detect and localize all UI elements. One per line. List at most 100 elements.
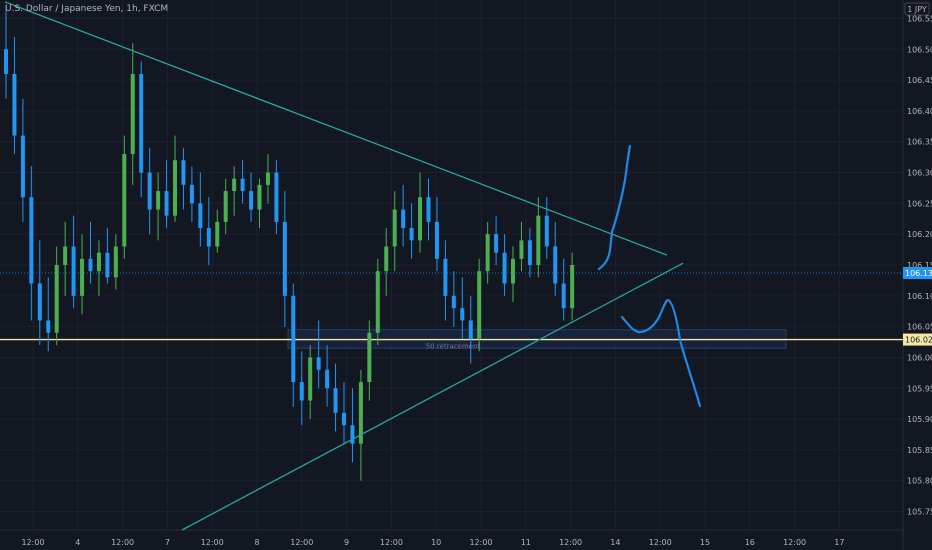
candle-down[interactable]	[206, 228, 211, 247]
candle-down[interactable]	[274, 172, 279, 222]
time-tick-label: 12:00	[469, 538, 492, 547]
price-tick-label: 105.750	[907, 508, 932, 517]
candle-up[interactable]	[96, 252, 101, 272]
candle-down[interactable]	[249, 191, 254, 210]
candle-up[interactable]	[80, 258, 85, 296]
candle-down[interactable]	[426, 197, 431, 222]
candle-down[interactable]	[198, 203, 203, 229]
candle-down[interactable]	[181, 160, 186, 185]
candle-down[interactable]	[443, 258, 448, 296]
candle-down[interactable]	[401, 209, 406, 229]
candle-down[interactable]	[553, 246, 558, 284]
time-tick-label: 14	[610, 538, 620, 547]
time-tick-label: 12:00	[559, 538, 582, 547]
chart-title: U.S. Dollar / Japanese Yen, 1h, FXCM	[5, 4, 169, 14]
candle-down[interactable]	[561, 283, 566, 309]
candle-up[interactable]	[122, 154, 127, 247]
candle-up[interactable]	[173, 160, 177, 216]
candle-down[interactable]	[37, 283, 42, 321]
candle-down[interactable]	[451, 295, 456, 309]
candle-down[interactable]	[105, 252, 110, 278]
candle-down[interactable]	[147, 172, 152, 210]
candle-down[interactable]	[333, 388, 338, 413]
candle-down[interactable]	[189, 184, 194, 204]
candle-down[interactable]	[282, 221, 287, 296]
candle-up[interactable]	[358, 382, 363, 444]
candle-up[interactable]	[485, 234, 490, 272]
candle-down[interactable]	[342, 412, 346, 426]
price-tick-label: 106.200	[907, 230, 932, 239]
candle-up[interactable]	[223, 191, 228, 222]
candle-up[interactable]	[265, 172, 270, 185]
candle-down[interactable]	[409, 228, 414, 241]
time-tick-label: 10	[431, 538, 441, 547]
candle-up[interactable]	[215, 221, 220, 247]
candle-down[interactable]	[468, 320, 473, 339]
candle-down[interactable]	[46, 320, 51, 333]
time-tick-label: 9	[344, 538, 349, 547]
price-tick-label: 106.550	[907, 14, 932, 23]
candle-up[interactable]	[375, 271, 380, 333]
candle-down[interactable]	[460, 308, 465, 321]
candle-up[interactable]	[511, 258, 515, 284]
candle-up[interactable]	[54, 265, 59, 333]
candle-down[interactable]	[350, 425, 355, 444]
time-tick-label: 4	[75, 538, 80, 547]
candle-up[interactable]	[519, 240, 524, 259]
candle-down[interactable]	[544, 215, 549, 247]
candle-up[interactable]	[113, 246, 118, 278]
upper-trendline[interactable]	[4, 1, 668, 256]
candle-down[interactable]	[494, 234, 499, 253]
price-tick-label: 105.950	[907, 384, 932, 393]
candle-up[interactable]	[536, 215, 541, 265]
candle-down[interactable]	[299, 382, 304, 401]
candle-up[interactable]	[257, 184, 262, 210]
time-tick-label: 12:00	[290, 538, 313, 547]
candle-down[interactable]	[29, 197, 34, 284]
candle-down[interactable]	[240, 178, 245, 192]
price-tick-label: 106.500	[907, 45, 932, 54]
candle-up[interactable]	[477, 271, 482, 339]
support-price-tag	[903, 333, 932, 346]
candle-down[interactable]	[527, 240, 532, 265]
candle-up[interactable]	[384, 246, 389, 272]
bullish-projection-drawing[interactable]	[597, 144, 632, 271]
candle-down[interactable]	[164, 191, 169, 216]
time-tick-label: 16	[745, 538, 755, 547]
price-tick-label: 105.800	[907, 477, 932, 486]
candle-down[interactable]	[139, 73, 144, 173]
candle-down[interactable]	[434, 221, 439, 259]
time-tick-label: 11	[521, 538, 531, 547]
candle-up[interactable]	[130, 73, 135, 155]
price-tick-label: 105.900	[907, 415, 932, 424]
candle-down[interactable]	[12, 73, 17, 136]
time-tick-label: 12:00	[201, 538, 224, 547]
candle-up[interactable]	[418, 197, 423, 241]
candle-down[interactable]	[316, 357, 321, 370]
candle-down[interactable]	[291, 295, 296, 383]
time-tick-label: 12:00	[111, 538, 134, 547]
candle-up[interactable]	[392, 209, 397, 247]
candle-down[interactable]	[88, 258, 93, 272]
candle-down[interactable]	[325, 369, 330, 389]
support-price-value: 106.029	[905, 336, 932, 345]
lower-trendline[interactable]	[181, 262, 684, 531]
price-tick-label: 106.150	[907, 261, 932, 270]
candle-down[interactable]	[20, 135, 25, 198]
candle-up[interactable]	[63, 246, 68, 265]
time-tick-label: 12:00	[380, 538, 403, 547]
currency-tag-box[interactable]	[904, 2, 930, 16]
bearish-projection-drawing[interactable]	[620, 298, 702, 408]
candle-down[interactable]	[71, 246, 76, 296]
candle-down[interactable]	[4, 49, 8, 74]
candle-up[interactable]	[570, 265, 575, 309]
price-tick-label: 106.000	[907, 353, 932, 362]
candle-up[interactable]	[367, 332, 372, 383]
candle-up[interactable]	[308, 357, 313, 401]
currency-tag: 1 JPY	[907, 5, 927, 14]
candle-up[interactable]	[156, 191, 161, 210]
candle-down[interactable]	[502, 252, 507, 284]
candle-up[interactable]	[232, 178, 237, 192]
